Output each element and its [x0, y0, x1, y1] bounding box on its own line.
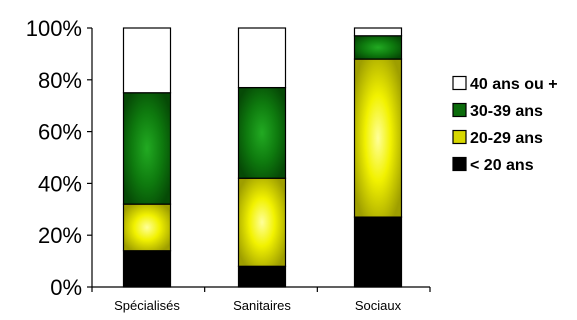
bars [122, 27, 403, 288]
y-tick-label: 80% [38, 68, 82, 93]
y-tick-labels: 0% 20% 40% 60% 80% 100% [26, 16, 82, 300]
legend-label-30-39-ans: 30-39 ans [470, 103, 543, 120]
y-tick-label: 20% [38, 223, 82, 248]
x-tick-label: Sociaux [355, 298, 402, 313]
bar-sp-cialis-s-20-29-ans [122, 203, 172, 252]
y-tick-label: 40% [38, 171, 82, 196]
bar-sp-cialis-s-20-ans [122, 250, 172, 288]
y-tick-label: 0% [50, 275, 82, 300]
bar-sociaux-40-ans-ou [353, 27, 403, 37]
bar-sanitaires-30-39-ans [237, 86, 287, 179]
legend-swatch-20-ans [452, 156, 467, 172]
bar-sanitaires-20-29-ans [237, 177, 287, 267]
bar-sp-cialis-s-30-39-ans [122, 92, 172, 205]
legend-swatch-20-29-ans [452, 129, 467, 145]
bar-sociaux-30-39-ans [353, 35, 403, 60]
legend-label-40-ans-ou: 40 ans ou + [470, 76, 558, 93]
bar-sp-cialis-s-40-ans-ou [122, 27, 172, 94]
x-tick-label: Spécialisés [114, 298, 180, 313]
legend: 40 ans ou + 30-39 ans 20-29 ans < 20 ans [452, 75, 558, 174]
x-tick-labels: Spécialisés Sanitaires Sociaux [114, 298, 402, 313]
y-tick-label: 60% [38, 120, 82, 145]
legend-swatch-30-39-ans [452, 102, 467, 118]
bar-sociaux-20-29-ans [353, 58, 403, 218]
legend-swatch-40-ans-ou [452, 75, 467, 91]
x-tick-label: Sanitaires [233, 298, 291, 313]
bar-sanitaires-40-ans-ou [237, 27, 287, 89]
y-tick-label: 100% [26, 16, 82, 41]
legend-label-20-ans: < 20 ans [470, 157, 534, 174]
bar-sanitaires-20-ans [237, 265, 287, 288]
bar-sociaux-20-ans [353, 216, 403, 288]
legend-label-20-29-ans: 20-29 ans [470, 130, 543, 147]
